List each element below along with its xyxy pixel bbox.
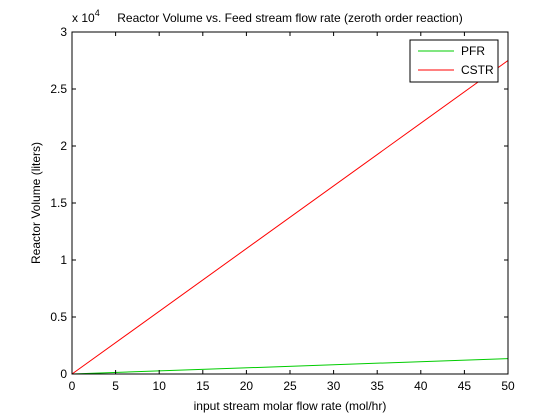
chart-title: Reactor Volume vs. Feed stream flow rate… [117, 11, 462, 25]
x-tick-label: 30 [327, 379, 341, 393]
series-line-cstr [71, 60, 509, 375]
y-tick-label: 0.5 [50, 310, 67, 324]
legend-box [409, 39, 499, 83]
plot-area-background [72, 32, 508, 374]
series-layer [71, 60, 509, 375]
x-tick-label: 0 [69, 379, 76, 393]
y-tick-label: 2.5 [50, 82, 67, 96]
x-axis-label: input stream molar flow rate (mol/hr) [194, 399, 387, 413]
y-axis-ticks: 0 0.5 1 1.5 2 2.5 3 [50, 25, 508, 381]
legend-label-cstr: CSTR [461, 63, 494, 77]
y-tick-label: 0 [60, 367, 67, 381]
y-tick-label: 1 [60, 253, 67, 267]
y-axis-multiplier-exponent: 4 [95, 8, 100, 18]
y-axis-multiplier: x 104 [72, 8, 100, 25]
y-axis-label: Reactor Volume (liters) [29, 142, 43, 264]
x-tick-label: 5 [112, 379, 119, 393]
legend-label-pfr: PFR [461, 44, 485, 58]
x-tick-label: 45 [458, 379, 472, 393]
x-tick-label: 40 [414, 379, 428, 393]
legend: PFR CSTR [409, 39, 499, 83]
x-tick-label: 50 [501, 379, 515, 393]
x-tick-label: 35 [371, 379, 385, 393]
x-axis-ticks: 0 5 10 15 20 25 30 35 40 45 50 [69, 32, 515, 393]
x-tick-label: 20 [240, 379, 254, 393]
y-axis-multiplier-base: x 10 [72, 11, 95, 25]
x-tick-label: 15 [196, 379, 210, 393]
x-tick-label: 10 [153, 379, 167, 393]
y-tick-label: 1.5 [50, 196, 67, 210]
y-tick-label: 3 [60, 25, 67, 39]
x-tick-label: 25 [283, 379, 297, 393]
y-tick-label: 2 [60, 139, 67, 153]
series-line-pfr [71, 358, 509, 375]
